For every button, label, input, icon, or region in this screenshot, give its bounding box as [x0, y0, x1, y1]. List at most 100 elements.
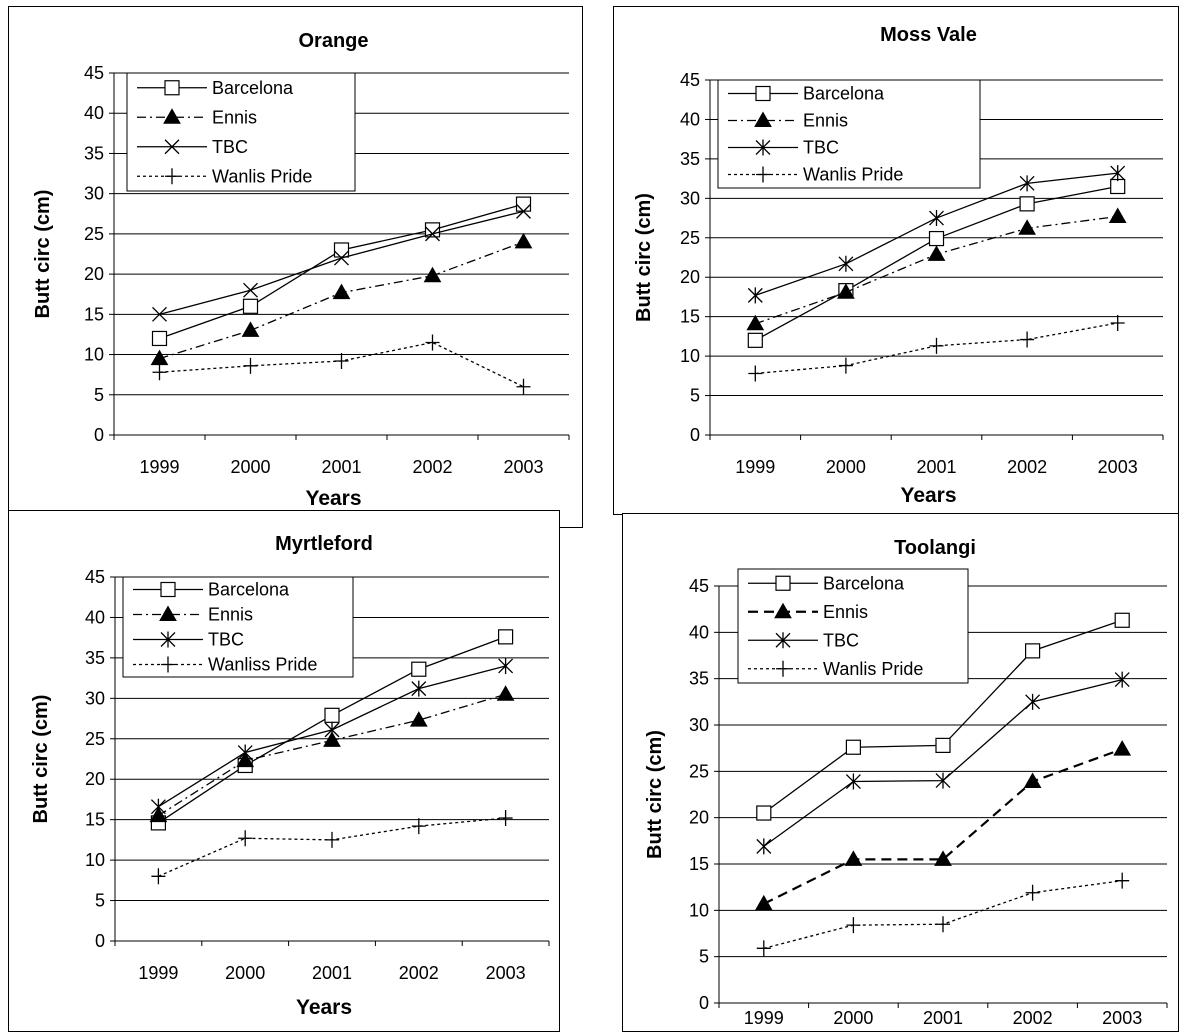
data-point-barcelona: [151, 330, 168, 347]
series-barcelona: [756, 612, 1130, 821]
series-tbc: [747, 165, 1126, 304]
data-point-ennis: [150, 349, 169, 366]
x-tick-label: 2003: [1102, 1008, 1142, 1028]
data-point-tbc: [237, 744, 253, 761]
x-tick-label: 1999: [139, 457, 179, 477]
y-tick-label: 10: [689, 900, 709, 920]
data-point-ennis: [1108, 207, 1127, 223]
data-point-barcelona: [515, 196, 532, 212]
data-point-tbc: [1114, 671, 1130, 688]
data-point-wanliss-pride: [325, 831, 339, 848]
x-tick-label: 2000: [230, 457, 270, 477]
y-tick-label: 5: [690, 386, 700, 406]
y-tick-label: 40: [680, 109, 700, 129]
data-point-tbc: [1110, 165, 1126, 182]
legend-marker-ennis: [159, 605, 177, 621]
legend-marker-tbc: [160, 631, 176, 648]
chart-toolangi: Toolangi 0 5 10 15 20 25 30 35 40 45 1999 2000 2001 20…: [644, 537, 1168, 1028]
data-point-wanlis-pride: [936, 916, 950, 933]
series-ennis: [150, 232, 533, 366]
data-point-barcelona: [333, 242, 350, 258]
y-tick-label: 15: [85, 810, 105, 830]
y-tick-label: 5: [94, 385, 104, 405]
series-barcelona: [747, 178, 1126, 348]
legend-marker-wanlis-pride: [165, 168, 179, 185]
x-tick-label: 2003: [503, 457, 543, 477]
y-tick-label: 45: [85, 567, 105, 587]
data-point-barcelona: [747, 332, 763, 348]
y-tick-label: 15: [84, 304, 104, 324]
data-point-tbc: [756, 838, 772, 855]
x-tick-label: 2003: [486, 963, 526, 983]
y-tick-label: 15: [680, 307, 700, 327]
series-wanliss-pride: [151, 810, 513, 885]
legend-marker-wanliss-pride: [161, 656, 175, 673]
legend-marker-barcelona: [755, 85, 771, 102]
data-point-tbc: [845, 773, 861, 790]
legend-marker-barcelona: [775, 575, 791, 591]
legend-label: Wanlis Pride: [212, 166, 312, 186]
legend-marker-wanlis-pride: [756, 166, 770, 183]
data-point-tbc: [747, 287, 763, 304]
data-point-wanliss-pride: [238, 830, 253, 847]
legend-label: TBC: [208, 630, 244, 650]
data-point-wanlis-pride: [838, 357, 853, 374]
y-tick-label: 0: [699, 993, 709, 1013]
data-point-wanlis-pride: [152, 364, 167, 381]
x-tick-label: 2000: [833, 1008, 873, 1028]
x-tick-label: 2001: [916, 457, 956, 477]
y-axis-label: Butt circ (cm): [633, 193, 655, 322]
data-point-tbc: [243, 282, 258, 298]
legend-marker-tbc: [164, 139, 180, 155]
legend-label: Ennis: [212, 107, 257, 127]
legend: Barcelona Ennis TBC Wanlis Pride: [717, 79, 981, 189]
chart-panel-orange: Orange 0 5 10 15 20 25 30 35 40 45 1999 2000 2001 2002…: [8, 6, 583, 528]
data-point-wanlis-pride: [756, 940, 771, 957]
data-point-wanlis-pride: [243, 357, 258, 374]
legend-label: TBC: [823, 630, 859, 650]
chart-panel-myrtleford: Myrtleford 0 5 10 15 20 25 30 35 40 45 1999 2000 2001…: [8, 510, 560, 1032]
legend: Barcelona Ennis TBC Wanlis Pride: [126, 72, 356, 192]
data-point-wanlis-pride: [516, 378, 531, 395]
data-point-ennis: [514, 232, 533, 249]
legend-marker-wanlis-pride: [776, 660, 790, 677]
data-point-wanlis-pride: [1020, 331, 1035, 348]
legend-label: Ennis: [208, 605, 253, 625]
y-tick-label: 25: [85, 729, 105, 749]
data-point-ennis: [241, 321, 260, 337]
data-point-barcelona: [411, 661, 427, 677]
data-point-barcelona: [1025, 643, 1041, 659]
data-point-tbc: [1025, 693, 1041, 710]
y-tick-label: 30: [689, 715, 709, 735]
data-point-ennis: [332, 283, 351, 300]
series-line-barcelona: [754, 185, 1118, 341]
data-point-ennis: [927, 245, 946, 261]
chart-title: Toolangi: [894, 537, 976, 559]
series-line-tbc: [763, 678, 1123, 847]
legend: Barcelona Ennis TBC Wanlis Pride: [737, 568, 969, 684]
chart-moss-vale: Moss Vale 0 5 10 15 20 25 30 35 40 45 1999 2000 2001 2…: [633, 24, 1164, 507]
y-tick-label: 40: [689, 622, 709, 642]
data-point-tbc: [838, 255, 854, 272]
legend-label: Barcelona: [212, 78, 294, 98]
y-tick-label: 10: [85, 850, 105, 870]
data-point-wanliss-pride: [411, 818, 426, 835]
legend-label: Barcelona: [208, 580, 290, 600]
data-point-tbc: [935, 772, 951, 789]
x-tick-label: 2001: [312, 963, 352, 983]
data-point-tbc: [425, 226, 440, 242]
x-tick-label: 1999: [744, 1008, 784, 1028]
y-tick-label: 15: [689, 854, 709, 874]
series-tbc: [152, 203, 531, 322]
y-tick-label: 25: [689, 761, 709, 781]
data-point-barcelona: [324, 707, 340, 723]
x-tick-label: 2000: [225, 963, 265, 983]
y-tick-label: 0: [94, 425, 104, 445]
data-point-ennis: [837, 283, 855, 299]
data-point-barcelona: [928, 230, 945, 247]
legend-marker-tbc: [755, 139, 771, 156]
x-tick-label: 2001: [321, 457, 361, 477]
legend-marker-ennis: [163, 108, 181, 124]
y-tick-label: 40: [84, 103, 104, 123]
y-tick-label: 0: [690, 425, 700, 445]
